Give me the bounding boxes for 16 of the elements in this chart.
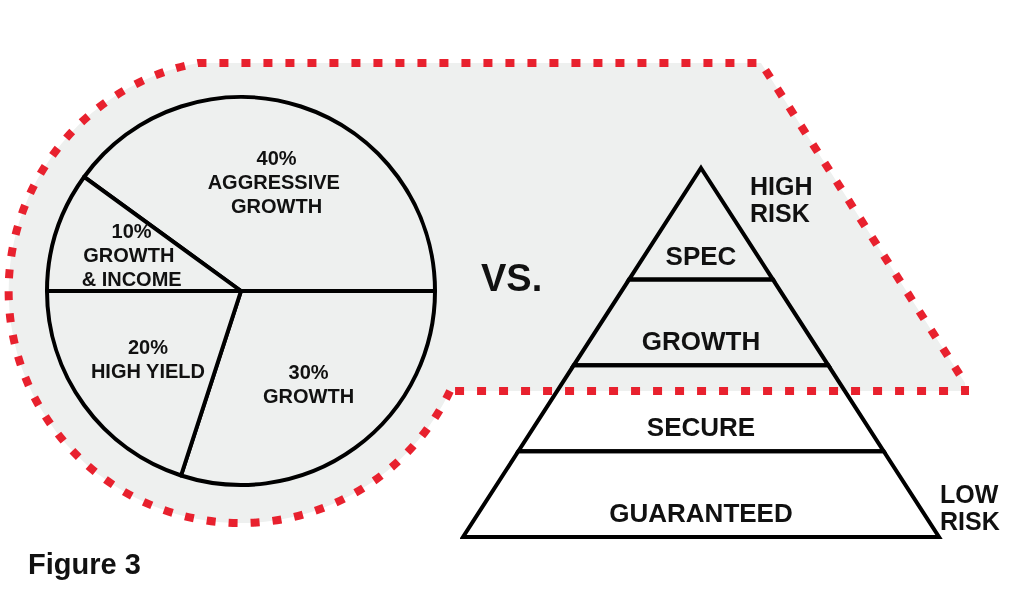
- slice-label: AGGRESSIVE GROWTH: [207, 170, 346, 217]
- text: VS.: [481, 257, 543, 299]
- category-label: GROWTH: [641, 326, 761, 357]
- slice-label: HIGH YIELD: [90, 359, 206, 382]
- category-label: SECURE: [646, 412, 756, 443]
- caption: Figure 3: [28, 547, 141, 580]
- slice-label: GROWTH: [263, 385, 355, 408]
- text: HIGH RISK: [750, 171, 820, 227]
- slice-label: GROWTH & INCOME: [81, 244, 182, 291]
- data-label: 40%: [256, 146, 297, 169]
- category-label: GUARANTEED: [609, 498, 793, 528]
- text: LOW RISK: [940, 479, 1006, 535]
- data-label: 20%: [127, 335, 169, 358]
- category-label: SPEC: [665, 240, 737, 271]
- data-label: 10%: [111, 220, 152, 243]
- data-label: 30%: [288, 361, 329, 384]
